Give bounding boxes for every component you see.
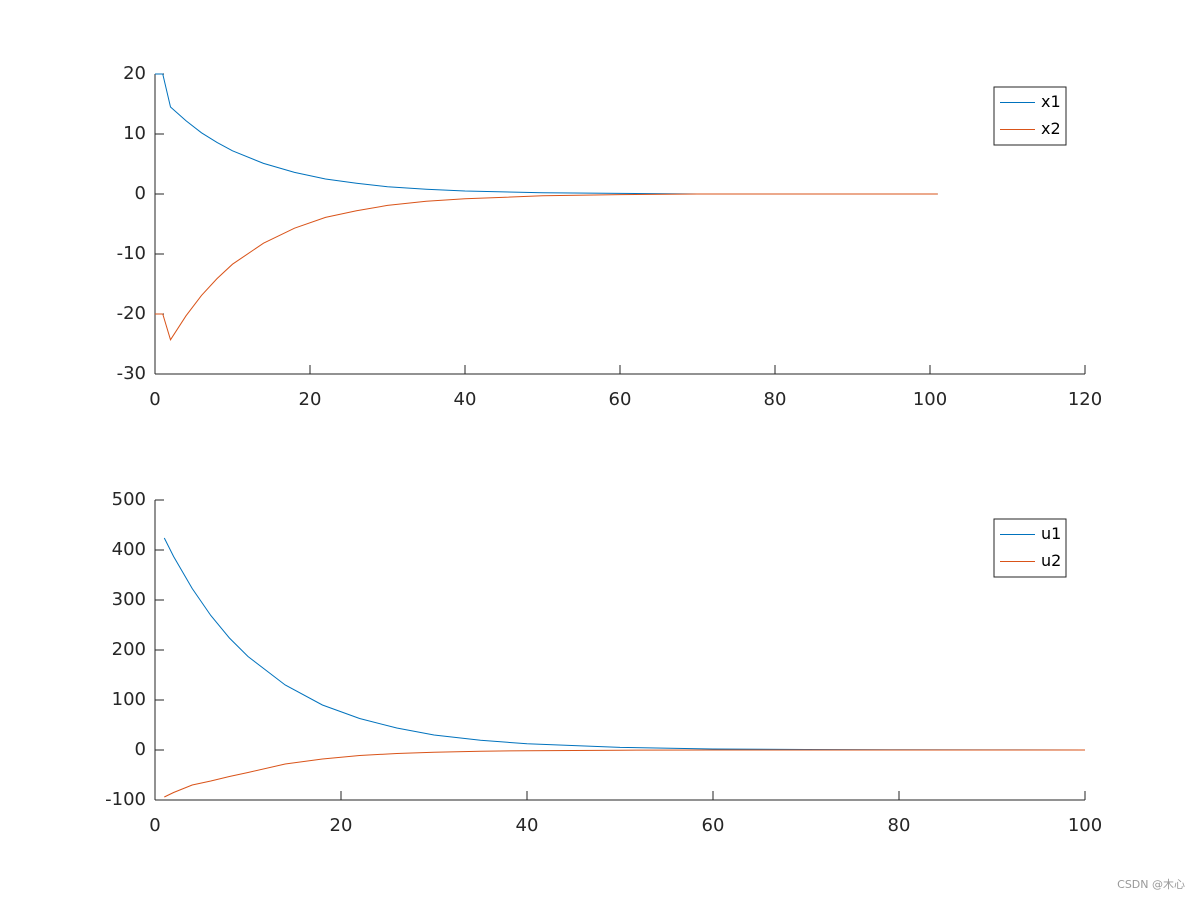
data-line bbox=[155, 193, 938, 341]
y-tick-label: 10 bbox=[123, 123, 146, 144]
x-tick-label: 100 bbox=[913, 389, 947, 410]
y-tick-label: 300 bbox=[112, 589, 146, 610]
data-line bbox=[164, 749, 1085, 798]
y-tick-label: -30 bbox=[117, 363, 146, 384]
axes: 0 20 40 60 80 100 120 -30 -20 -10 0 10 20 bbox=[117, 63, 1103, 410]
x-tick-label: 60 bbox=[609, 389, 632, 410]
legend-label: x2 bbox=[1041, 119, 1061, 138]
x-tick-label: 120 bbox=[1068, 389, 1102, 410]
x-tick-label: 80 bbox=[888, 815, 911, 836]
y-tick-label: 0 bbox=[135, 183, 146, 204]
x-tick-label: 40 bbox=[516, 815, 539, 836]
data-line bbox=[155, 73, 938, 195]
x-tick-label: 60 bbox=[702, 815, 725, 836]
y-tick-label: -20 bbox=[117, 303, 146, 324]
data-line bbox=[163, 537, 1086, 751]
x-tick-label: 0 bbox=[149, 389, 160, 410]
x-tick-label: 20 bbox=[299, 389, 322, 410]
legend-label: u1 bbox=[1041, 524, 1061, 543]
y-tick-label: 0 bbox=[135, 739, 146, 760]
x-tick-label: 80 bbox=[764, 389, 787, 410]
legend-label: u2 bbox=[1041, 551, 1061, 570]
legend-box bbox=[993, 518, 1067, 578]
legend-label: x1 bbox=[1041, 92, 1061, 111]
x-tick-label: 0 bbox=[149, 815, 160, 836]
y-tick-label: 500 bbox=[112, 489, 146, 510]
x-tick-label: 100 bbox=[1068, 815, 1102, 836]
x-tick-label: 40 bbox=[454, 389, 477, 410]
legend-box bbox=[993, 86, 1067, 146]
watermark: CSDN @木心 bbox=[1117, 878, 1185, 891]
y-tick-label: 400 bbox=[112, 539, 146, 560]
y-tick-label: -10 bbox=[117, 243, 146, 264]
x-tick-label: 20 bbox=[330, 815, 353, 836]
y-tick-label: -100 bbox=[105, 789, 146, 810]
y-tick-label: 20 bbox=[123, 63, 146, 84]
y-tick-label: 100 bbox=[112, 689, 146, 710]
y-tick-label: 200 bbox=[112, 639, 146, 660]
